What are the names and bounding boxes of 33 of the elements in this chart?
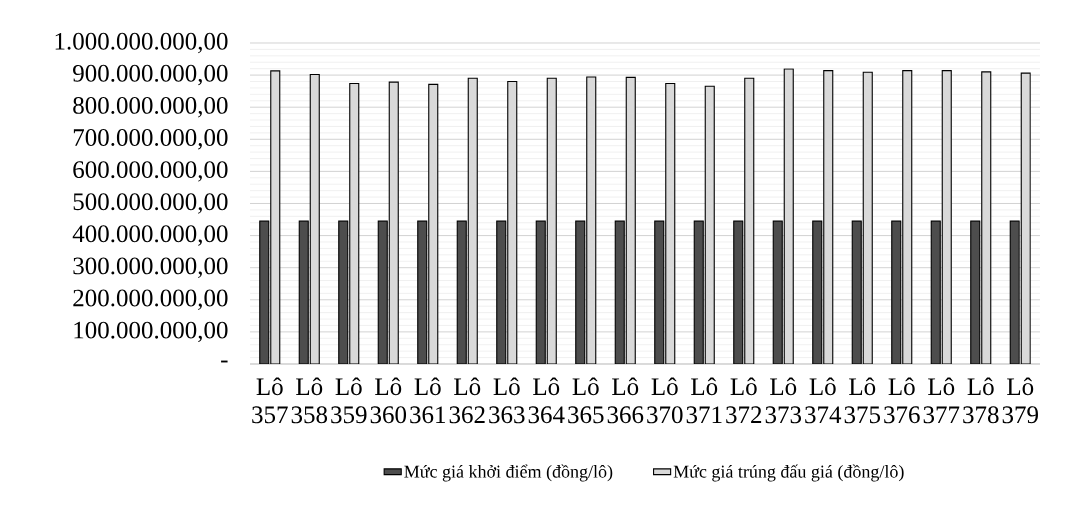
- x-tick-label: Lô 364: [528, 377, 565, 424]
- x-tick-label: Lô 375: [844, 377, 881, 424]
- y-tick-label: 300.000.000,00: [73, 257, 228, 278]
- x-tick-label: Lô 373: [765, 377, 802, 424]
- legend-label: Mức giá khởi điểm (đồng/lô): [404, 464, 613, 482]
- x-tick-label: Lô 371: [686, 377, 722, 424]
- y-tick-label: 200.000.000,00: [73, 289, 228, 311]
- y-tick-label: 700.000.000,00: [73, 129, 228, 150]
- y-tick-label: 100.000.000,00: [74, 321, 228, 343]
- x-tick-label: Lô 378: [963, 377, 999, 424]
- x-tick-label: Lô 377: [923, 377, 960, 424]
- y-tick-label: 900.000.000,00: [73, 64, 228, 86]
- y-tick-label: 800.000.000,00: [73, 96, 228, 118]
- x-tick-label: Lô 358: [291, 377, 328, 424]
- x-tick-label: Lô 359: [331, 377, 367, 424]
- y-tick-label: -: [221, 360, 228, 363]
- x-tick-label: Lô 374: [805, 377, 842, 424]
- x-tick-label: Lô 362: [449, 377, 485, 424]
- y-tick-label: 400.000.000,00: [72, 225, 228, 246]
- x-tick-label: Lô 372: [726, 377, 762, 424]
- y-tick-label: 600.000.000,00: [73, 161, 228, 182]
- x-tick-label: Lô 361: [410, 377, 445, 424]
- x-tick-label: Lô 363: [489, 377, 525, 424]
- x-tick-label: Lô 360: [370, 377, 407, 424]
- x-tick-label: Lô 357: [252, 377, 288, 424]
- x-tick-label: Lô 379: [1002, 377, 1038, 424]
- legend-label: Mức giá trúng đấu giá (đồng/lô): [673, 464, 904, 482]
- x-tick-label: Lô 376: [884, 377, 920, 424]
- y-tick-label: 1.000.000.000,00: [55, 32, 228, 54]
- y-tick-label: 500.000.000,00: [73, 193, 228, 214]
- x-tick-label: Lô 370: [647, 377, 683, 424]
- x-tick-label: Lô 365: [568, 377, 604, 424]
- x-tick-label: Lô 366: [607, 377, 644, 424]
